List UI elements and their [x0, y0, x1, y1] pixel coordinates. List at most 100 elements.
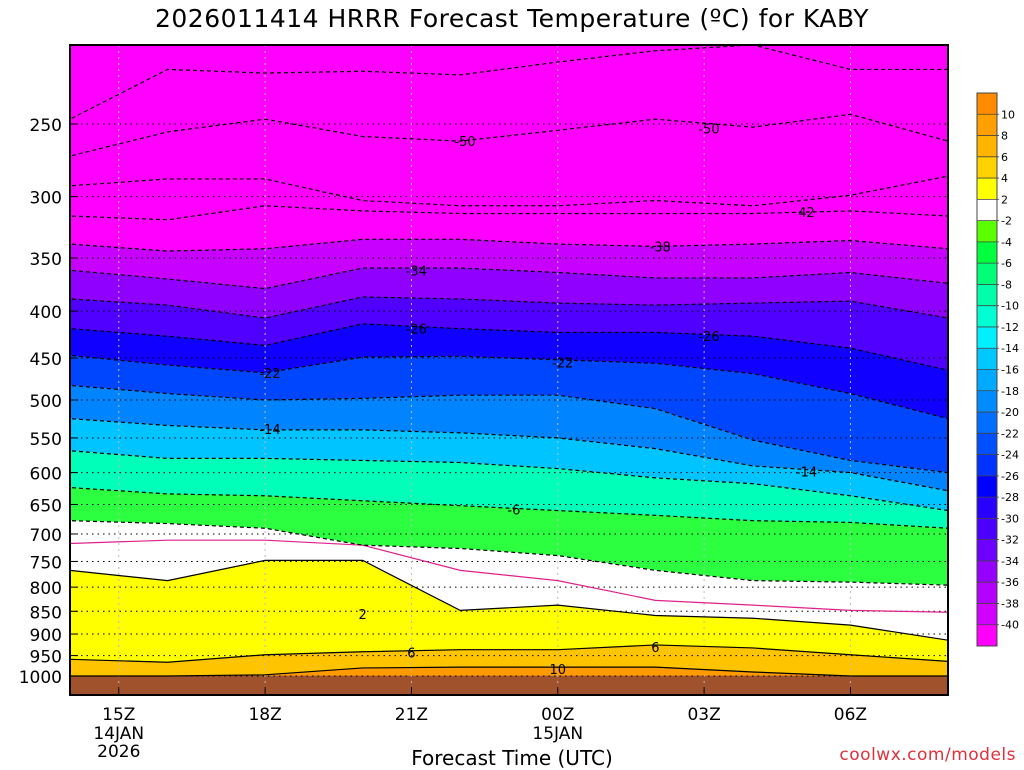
- colorbar-swatch: [977, 135, 997, 158]
- contour-label: 2: [359, 608, 367, 623]
- colorbar-label: 4: [1001, 172, 1008, 185]
- colorbar-swatch: [977, 624, 997, 647]
- isotherm--2: [70, 520, 948, 586]
- contour-label: -50: [698, 123, 719, 138]
- contour-label: -14: [259, 423, 280, 438]
- colorbar-label: -16: [1001, 364, 1019, 377]
- contour-label: -26: [698, 330, 719, 345]
- band-bottom-to-ground: [70, 675, 948, 695]
- isotherm--42: [70, 205, 948, 221]
- colorbar-label: -36: [1001, 576, 1019, 589]
- colorbar-label: -2: [1001, 215, 1012, 228]
- isotherm--34: [70, 267, 948, 290]
- colorbar-label: -38: [1001, 597, 1019, 610]
- isotherm-10: [70, 666, 948, 677]
- isotherm--14: [70, 418, 948, 492]
- colorbar-swatch: [977, 199, 997, 222]
- colorbar-label: -40: [1001, 619, 1019, 632]
- colorbar-label: -8: [1001, 278, 1012, 291]
- contour-label: -34: [406, 264, 427, 279]
- isotherm--18: [70, 384, 948, 474]
- colorbar-swatch: [977, 582, 997, 604]
- isotherm--10: [70, 450, 948, 512]
- colorbar-label: -22: [1001, 427, 1019, 440]
- colorbar-swatch: [977, 284, 997, 307]
- colorbar-swatch: [977, 412, 997, 434]
- contour-label: -22: [259, 367, 280, 382]
- colorbar-swatch: [977, 433, 997, 456]
- y-tick-label: 400: [30, 303, 62, 323]
- y-tick-label: 700: [30, 526, 62, 546]
- colorbar-swatch: [977, 326, 997, 349]
- y-tick-label: 250: [30, 116, 62, 136]
- contour-labels: -50 -50 42 -38 -34 -26 -26 -22 -22 -14 -14 -6 2 6 6 10: [259, 123, 817, 678]
- colorbar-label: 2: [1001, 193, 1008, 206]
- band-top-to--38: [70, 45, 948, 252]
- x-tick-label: 18Z: [248, 705, 281, 725]
- colorbar-label: -30: [1001, 512, 1019, 525]
- isotherm--30: [70, 296, 948, 319]
- credit-link[interactable]: coolwx.com/models: [839, 745, 1016, 765]
- y-tick-label: 300: [30, 189, 62, 209]
- colorbar-swatch: [977, 220, 997, 243]
- colorbar-swatch: [977, 603, 997, 626]
- x-tick-label: 00Z: [541, 705, 574, 725]
- colorbar-label: 8: [1001, 130, 1008, 143]
- temperature-bands: [70, 45, 948, 695]
- colorbar-label: -34: [1001, 555, 1019, 568]
- isotherm--6: [70, 486, 948, 529]
- colorbar-label: -24: [1001, 449, 1019, 462]
- colorbar-swatch: [977, 539, 997, 562]
- contour-label: 6: [651, 641, 659, 656]
- x-axis-label: Forecast Time (UTC): [411, 746, 613, 770]
- y-tick-label: 550: [30, 430, 62, 450]
- colorbar-label: -28: [1001, 491, 1019, 504]
- y-tick-label: 600: [30, 465, 62, 485]
- chart-title: 2026011414 HRRR Forecast Temperature (ºC…: [154, 4, 870, 33]
- colorbar-swatch: [977, 560, 997, 583]
- isotherm--22: [70, 354, 948, 420]
- isotherm--38: [70, 238, 948, 252]
- y-tick-label: 750: [30, 553, 62, 573]
- contour-label: -38: [650, 240, 671, 255]
- contour-label: -6: [507, 503, 520, 518]
- y-tick-label: 950: [30, 648, 62, 668]
- colorbar-label: -12: [1001, 321, 1019, 334]
- x-year-label: 2026: [97, 742, 140, 762]
- colorbar-swatch: [977, 241, 997, 264]
- isotherm--26: [70, 323, 948, 371]
- colorbar-swatch: [977, 114, 997, 137]
- colorbar-swatch: [977, 369, 997, 392]
- x-date-label: 15JAN: [532, 724, 583, 744]
- colorbar-label: -4: [1001, 236, 1012, 249]
- x-tick-label: 06Z: [834, 705, 867, 725]
- colorbar-swatch: [977, 305, 997, 328]
- colorbar-label: -18: [1001, 385, 1019, 398]
- colorbar-swatch: [977, 156, 997, 179]
- colorbar-swatch: [977, 263, 997, 285]
- contour-label: 6: [407, 647, 415, 662]
- y-tick-label: 900: [30, 626, 62, 646]
- colorbar-swatch: [977, 454, 997, 477]
- x-date-label: 14JAN: [93, 724, 144, 744]
- colorbar-label: -32: [1001, 534, 1019, 547]
- colorbar-swatch: [977, 518, 997, 541]
- colorbar-label: -14: [1001, 342, 1019, 355]
- isotherm-0: [70, 539, 948, 613]
- colorbar: 10 8 6 4 2 -2 -4 -6 -8 -10 -12 -14 -16 -18 -20 -22 -24 -2…: [976, 92, 1019, 647]
- contour-label: -22: [552, 356, 573, 371]
- x-tick-label: 21Z: [395, 705, 428, 725]
- colorbar-label: -6: [1001, 257, 1012, 270]
- colorbar-swatch: [977, 497, 997, 519]
- axes: 250 300 350 400 450 500 550 600 650 700 750 800 850 9…: [19, 116, 867, 762]
- y-tick-label: 1000: [19, 668, 62, 688]
- colorbar-label: 10: [1001, 108, 1015, 121]
- isotherm-2: [70, 559, 948, 641]
- y-tick-label: 350: [30, 250, 62, 270]
- contour-label: -14: [796, 465, 817, 480]
- y-tick-label: 800: [30, 579, 62, 599]
- isotherm--50: [70, 113, 948, 157]
- x-tick-label: 03Z: [687, 705, 720, 725]
- y-tick-label: 500: [30, 392, 62, 412]
